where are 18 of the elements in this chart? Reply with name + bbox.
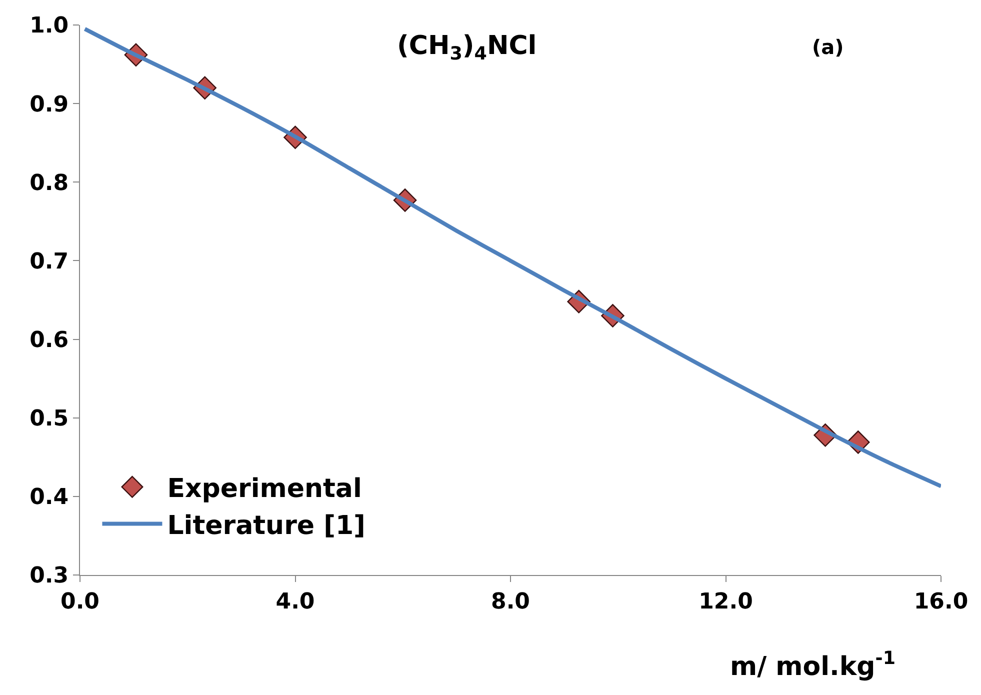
y-tick-label: 0.8 — [30, 170, 69, 196]
annotation: (CH$_{3}$)$_{4}$NCl — [397, 31, 537, 64]
legend-label: Literature [1] — [167, 510, 366, 541]
y-tick-label: 0.6 — [30, 328, 69, 353]
y-tick-label: 1.0 — [30, 14, 69, 39]
y-tick-label: 0.5 — [30, 406, 69, 432]
legend-label: Experimental — [167, 474, 362, 504]
x-tick-label: 16.0 — [914, 589, 968, 614]
y-tick-label: 0.3 — [30, 564, 69, 589]
x-tick-label: 12.0 — [698, 589, 753, 614]
x-tick-label: 8.0 — [491, 589, 530, 614]
y-tick-label: 0.7 — [30, 249, 69, 274]
annotation: (a) — [812, 35, 844, 59]
y-tick-label: 0.9 — [30, 92, 69, 118]
x-tick-label: 0.0 — [60, 589, 100, 614]
x-tick-label: 4.0 — [276, 589, 315, 614]
x-axis-title: m/ mol.kg$^{-1}$ — [730, 648, 896, 682]
y-tick-label: 0.4 — [30, 485, 69, 510]
